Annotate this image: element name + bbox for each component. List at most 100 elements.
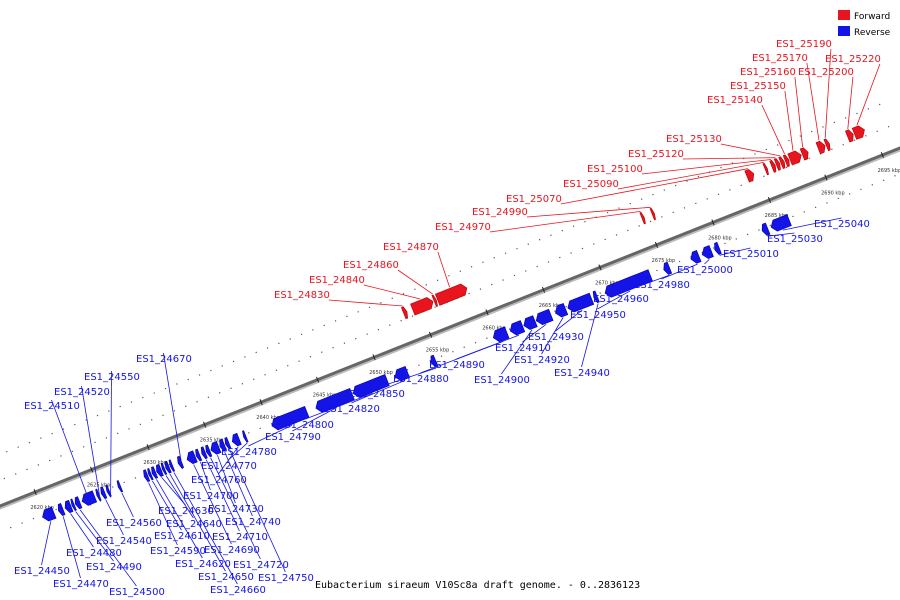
reverse-gene-label[interactable]: ES1_24520	[54, 387, 110, 398]
forward-gene-label[interactable]: ES1_25120	[628, 149, 684, 160]
reverse-gene[interactable]	[535, 308, 554, 326]
reverse-gene[interactable]	[164, 460, 172, 474]
reverse-gene[interactable]	[714, 241, 722, 255]
reverse-gene-label[interactable]: ES1_24950	[570, 310, 626, 321]
reverse-gene[interactable]	[663, 261, 673, 275]
forward-gene[interactable]	[787, 150, 802, 166]
reverse-gene-label[interactable]: ES1_24610	[154, 531, 210, 542]
reverse-gene-label[interactable]: ES1_24500	[109, 587, 165, 598]
forward-gene[interactable]	[815, 140, 826, 155]
reverse-gene[interactable]	[200, 446, 208, 460]
reverse-gene-label[interactable]: ES1_24620	[175, 559, 231, 570]
reverse-gene-label[interactable]: ES1_24720	[233, 560, 289, 571]
forward-gene-label[interactable]: ES1_25130	[666, 134, 722, 145]
forward-gene[interactable]	[782, 154, 790, 168]
reverse-gene[interactable]	[100, 486, 108, 500]
reverse-gene[interactable]	[492, 326, 510, 343]
reverse-gene[interactable]	[156, 463, 164, 477]
forward-gene[interactable]	[769, 159, 777, 173]
reverse-gene[interactable]	[761, 222, 771, 236]
reverse-gene[interactable]	[394, 366, 410, 382]
reverse-gene[interactable]	[242, 430, 249, 443]
forward-gene[interactable]	[434, 283, 468, 306]
reverse-gene[interactable]	[42, 506, 57, 522]
forward-gene-label[interactable]: ES1_25160	[740, 67, 796, 78]
reverse-gene[interactable]	[224, 437, 232, 450]
reverse-gene-label[interactable]: ES1_24590	[150, 546, 206, 557]
forward-gene-label[interactable]: ES1_24830	[274, 290, 330, 301]
reverse-gene-label[interactable]: ES1_25040	[814, 219, 870, 230]
reverse-gene-label[interactable]: ES1_24850	[349, 389, 405, 400]
reverse-gene-label[interactable]: ES1_24560	[106, 518, 162, 529]
reverse-gene-label[interactable]: ES1_24480	[66, 548, 122, 559]
reverse-gene-label[interactable]: ES1_24910	[495, 343, 551, 354]
reverse-gene-label[interactable]: ES1_24510	[24, 401, 80, 412]
reverse-gene[interactable]	[555, 303, 569, 318]
reverse-gene-label[interactable]: ES1_24800	[278, 420, 334, 431]
forward-gene-label[interactable]: ES1_24970	[435, 222, 491, 233]
reverse-gene-label[interactable]: ES1_24820	[324, 404, 380, 415]
reverse-gene[interactable]	[64, 499, 74, 514]
forward-gene-label[interactable]: ES1_24840	[309, 275, 365, 286]
reverse-gene[interactable]	[315, 388, 355, 413]
forward-gene-label[interactable]: ES1_25190	[776, 39, 832, 50]
reverse-gene[interactable]	[116, 480, 124, 493]
reverse-gene-label[interactable]: ES1_24690	[204, 545, 260, 556]
reverse-gene-label[interactable]: ES1_24660	[210, 585, 266, 596]
reverse-gene-label[interactable]: ES1_24650	[198, 572, 254, 583]
reverse-gene[interactable]	[604, 269, 653, 298]
forward-gene[interactable]	[773, 158, 781, 171]
forward-gene[interactable]	[431, 294, 438, 307]
reverse-gene-label[interactable]: ES1_24750	[258, 573, 314, 584]
forward-gene[interactable]	[649, 207, 656, 221]
reverse-gene[interactable]	[70, 498, 77, 511]
forward-gene[interactable]	[799, 147, 809, 161]
reverse-gene-label[interactable]: ES1_24880	[393, 374, 449, 385]
forward-gene[interactable]	[410, 297, 434, 316]
forward-gene-label[interactable]: ES1_24990	[472, 207, 528, 218]
reverse-gene-label[interactable]: ES1_24710	[212, 532, 268, 543]
reverse-gene-label[interactable]: ES1_24900	[474, 375, 530, 386]
forward-gene-label[interactable]: ES1_25220	[825, 54, 881, 65]
reverse-gene[interactable]	[168, 459, 176, 472]
reverse-gene-label[interactable]: ES1_24930	[528, 332, 584, 343]
forward-gene-label[interactable]: ES1_25070	[506, 194, 562, 205]
reverse-gene[interactable]	[74, 496, 83, 510]
reverse-gene[interactable]	[210, 441, 222, 455]
reverse-gene-label[interactable]: ES1_24670	[136, 354, 192, 365]
reverse-gene-label[interactable]: ES1_24920	[514, 355, 570, 366]
reverse-gene-label[interactable]: ES1_25000	[677, 265, 733, 276]
forward-gene-label[interactable]: ES1_24870	[383, 242, 439, 253]
forward-gene[interactable]	[401, 306, 409, 320]
reverse-gene[interactable]	[205, 444, 213, 458]
reverse-gene-label[interactable]: ES1_24630	[158, 506, 214, 517]
reverse-gene[interactable]	[81, 490, 98, 506]
reverse-gene[interactable]	[523, 315, 538, 330]
reverse-gene-label[interactable]: ES1_24790	[265, 432, 321, 443]
forward-gene[interactable]	[744, 169, 755, 183]
forward-gene[interactable]	[762, 162, 769, 176]
reverse-gene[interactable]	[143, 469, 151, 482]
reverse-gene-label[interactable]: ES1_25030	[767, 234, 823, 245]
reverse-gene[interactable]	[701, 245, 714, 259]
forward-gene-label[interactable]: ES1_25200	[798, 67, 854, 78]
forward-gene-label[interactable]: ES1_25150	[730, 81, 786, 92]
reverse-gene[interactable]	[219, 438, 227, 452]
forward-gene-label[interactable]: ES1_25090	[563, 179, 619, 190]
reverse-gene[interactable]	[231, 432, 242, 447]
reverse-gene-label[interactable]: ES1_24550	[84, 372, 140, 383]
reverse-gene[interactable]	[567, 292, 595, 313]
reverse-gene-label[interactable]: ES1_24490	[86, 562, 142, 573]
reverse-gene-label[interactable]: ES1_24700	[183, 491, 239, 502]
reverse-gene[interactable]	[592, 290, 600, 304]
reverse-gene-label[interactable]: ES1_24770	[201, 461, 257, 472]
reverse-gene-label[interactable]: ES1_24890	[429, 360, 485, 371]
forward-gene[interactable]	[845, 129, 854, 143]
reverse-gene-label[interactable]: ES1_24760	[191, 475, 247, 486]
reverse-gene[interactable]	[690, 250, 702, 264]
reverse-gene-label[interactable]: ES1_24540	[96, 536, 152, 547]
reverse-gene-label[interactable]: ES1_24780	[221, 447, 277, 458]
reverse-gene-label[interactable]: ES1_24940	[554, 368, 610, 379]
reverse-gene-label[interactable]: ES1_24980	[634, 280, 690, 291]
reverse-gene-label[interactable]: ES1_24470	[53, 579, 109, 590]
